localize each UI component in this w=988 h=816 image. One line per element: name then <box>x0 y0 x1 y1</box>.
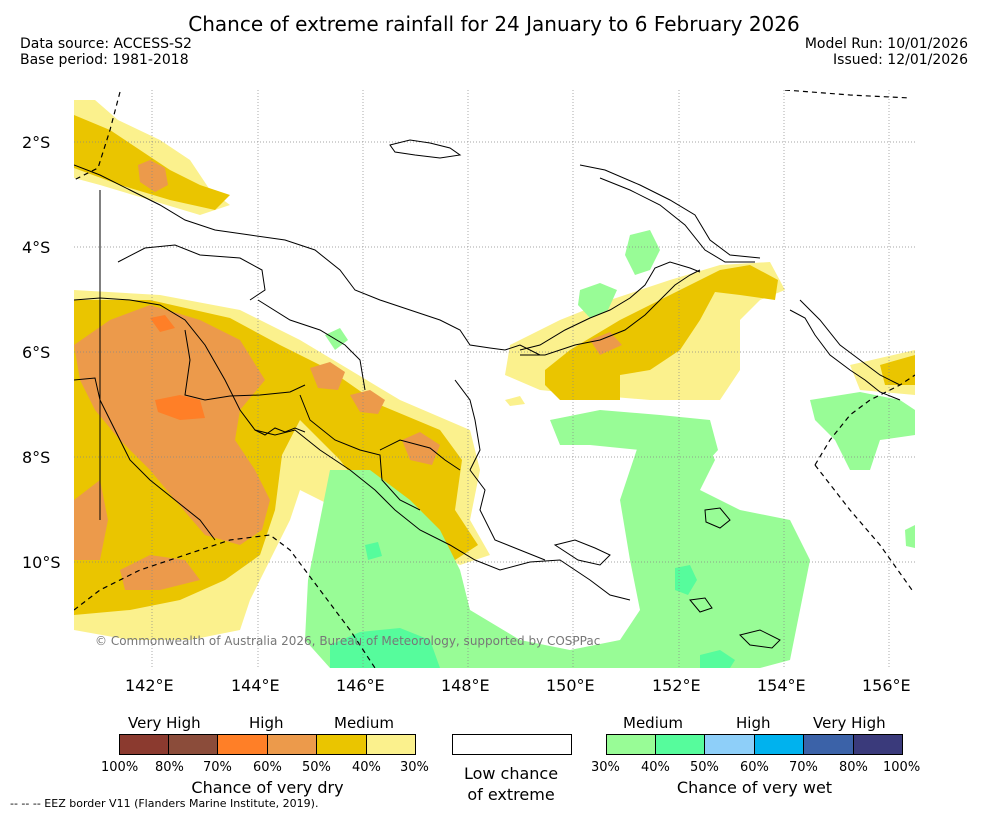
issued-date: Issued: 12/01/2026 <box>833 52 968 68</box>
lon-label-150e: 150°E <box>546 676 595 695</box>
dry-tick-50: 50% <box>302 760 331 775</box>
model-run: Model Run: 10/01/2026 <box>804 36 968 52</box>
copyright-notice: © Commonwealth of Australia 2026, Bureau… <box>95 634 601 648</box>
lon-label-154e: 154°E <box>757 676 806 695</box>
dry-60-70-region <box>150 315 205 420</box>
wet-tick-60: 60% <box>740 760 769 775</box>
dry-tick-60: 60% <box>253 760 282 775</box>
wet-tick-30: 30% <box>591 760 620 775</box>
base-period: Base period: 1981-2018 <box>20 52 189 68</box>
lon-label-144e: 144°E <box>231 676 280 695</box>
lon-label-142e: 142°E <box>125 676 174 695</box>
dry-tick-80: 80% <box>155 760 184 775</box>
wet-swatch-80-100 <box>853 734 903 755</box>
eez-borders <box>74 90 915 668</box>
low-chance-swatch <box>452 734 572 755</box>
dry-tick-70: 70% <box>203 760 232 775</box>
wet-tick-50: 50% <box>690 760 719 775</box>
lat-label-10s: 10°S <box>22 553 61 572</box>
lat-label-4s: 4°S <box>22 238 51 257</box>
wet-level-medium: Medium <box>623 714 683 732</box>
dry-tick-100: 100% <box>101 760 139 775</box>
lat-label-2s: 2°S <box>22 133 51 152</box>
wet-swatch-40-50 <box>655 734 705 755</box>
map-layers <box>74 90 915 668</box>
dry-50-60-region <box>74 160 622 590</box>
dry-legend-title: Chance of very dry <box>191 778 344 797</box>
dry-tick-30: 30% <box>400 760 429 775</box>
wet-level-very-high: Very High <box>813 714 886 732</box>
lat-label-6s: 6°S <box>22 343 51 362</box>
wet-swatch-30-40 <box>606 734 656 755</box>
wet-tick-100: 100% <box>883 760 921 775</box>
wet-swatch-50-60 <box>704 734 755 755</box>
dry-tick-40: 40% <box>352 760 381 775</box>
wet-level-high: High <box>736 714 771 732</box>
wet-swatch-60-70 <box>754 734 804 755</box>
lon-label-156e: 156°E <box>862 676 911 695</box>
coastlines <box>74 139 901 649</box>
wet-tick-70: 70% <box>789 760 818 775</box>
dry-swatch-60-70 <box>217 734 268 755</box>
eez-footnote: -- -- -- EEZ border V11 (Flanders Marine… <box>10 797 319 810</box>
dry-swatch-50-60 <box>267 734 317 755</box>
map-title: Chance of extreme rainfall for 24 Januar… <box>188 12 800 36</box>
data-source: Data source: ACCESS-S2 <box>20 36 192 52</box>
lon-label-146e: 146°E <box>336 676 385 695</box>
low-chance-line-1: Low chance <box>463 764 559 783</box>
wet-40-50-region <box>330 542 735 668</box>
dry-level-very-high: Very High <box>128 714 201 732</box>
low-chance-line-2: of extreme <box>467 785 555 804</box>
lon-label-152e: 152°E <box>652 676 701 695</box>
dry-swatch-70-80 <box>168 734 218 755</box>
wet-legend-title: Chance of very wet <box>676 778 833 797</box>
dry-swatch-80-100 <box>119 734 169 755</box>
lat-label-8s: 8°S <box>22 448 51 467</box>
dry-level-medium: Medium <box>334 714 394 732</box>
wet-swatch-70-80 <box>803 734 854 755</box>
lon-label-148e: 148°E <box>441 676 490 695</box>
dry-swatch-40-50 <box>316 734 367 755</box>
wet-tick-80: 80% <box>839 760 868 775</box>
wet-tick-40: 40% <box>641 760 670 775</box>
dry-swatch-30-40 <box>366 734 416 755</box>
dry-level-high: High <box>249 714 284 732</box>
